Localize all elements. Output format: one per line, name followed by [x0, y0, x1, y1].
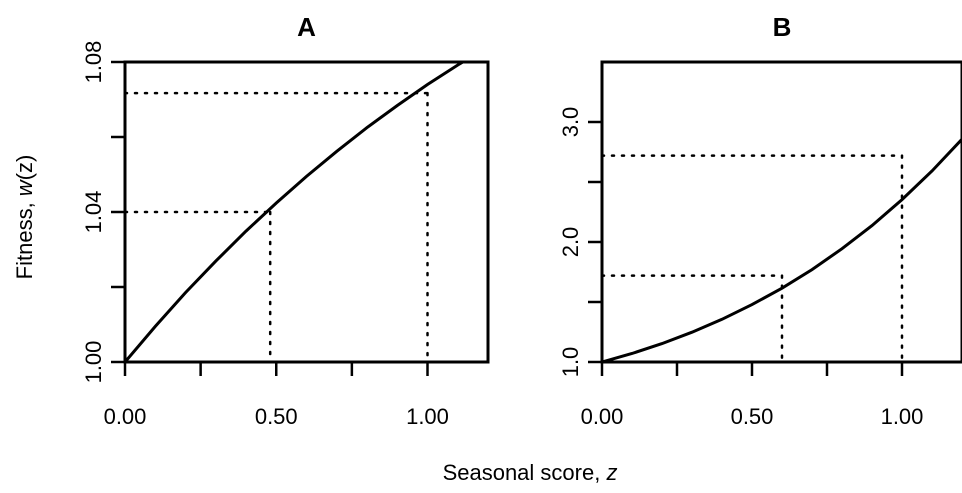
panel-a-x-tick-label-2: 1.00 — [406, 404, 449, 429]
y-axis-label-prefix: Fitness, — [12, 196, 37, 279]
panel-b-title: B — [773, 12, 792, 42]
panel-a-y-tick-label-1: 1.04 — [81, 191, 106, 234]
panel-b-curve — [602, 138, 962, 362]
panel-b-x-tick-label-1: 0.50 — [731, 404, 774, 429]
panel-a-x-tick-label-1: 0.50 — [255, 404, 298, 429]
panel-b-x-tick-label-2: 1.00 — [881, 404, 924, 429]
panel-b-y-tick-label-0: 1.0 — [558, 347, 583, 378]
x-axis-label-var: z — [605, 460, 617, 485]
panel-a-x-tick-label-0: 0.00 — [104, 404, 147, 429]
y-axis-label: Fitness, w(z) — [12, 155, 37, 280]
panel-a-curve — [125, 62, 466, 362]
panel-a-y-tick-label-0: 1.00 — [81, 341, 106, 384]
panel-b-frame — [600, 60, 962, 364]
y-axis-label-suffix: (z) — [12, 155, 37, 181]
panel-b-x-tick-label-0: 0.00 — [581, 404, 624, 429]
x-axis-label: Seasonal score, z — [443, 460, 618, 485]
panel-b-y-tick-label-1: 2.0 — [558, 227, 583, 258]
panel-a-frame — [123, 60, 490, 364]
y-axis-label-var: w — [12, 178, 37, 196]
panel-b-y-tick-label-2: 3.0 — [558, 107, 583, 138]
panel-a-title: A — [297, 12, 316, 42]
panel-a-y-tick-label-2: 1.08 — [81, 41, 106, 84]
panel-b: B 0.00 0.50 1.00 1.0 2.0 3.0 — [558, 12, 962, 429]
x-axis-label-prefix: Seasonal score, — [443, 460, 607, 485]
panel-a: A 0.00 0.50 1.00 1.00 1.04 1.08 — [81, 12, 490, 429]
